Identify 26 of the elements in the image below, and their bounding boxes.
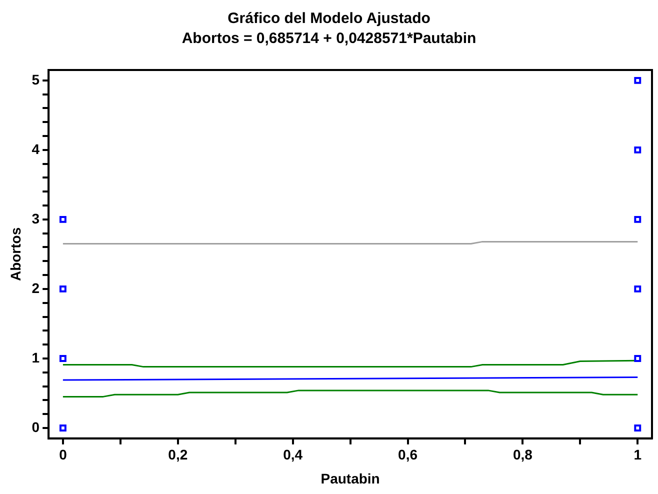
chart-title: Gráfico del Modelo Ajustado — [228, 10, 430, 28]
y-tick-label: 3 — [32, 210, 40, 226]
point — [634, 76, 642, 84]
y-tick-label: 1 — [32, 349, 40, 366]
x-tick-label: 0 — [59, 446, 68, 463]
x-tick-label: 0,2 — [168, 446, 188, 463]
y-tick-label: 0 — [32, 418, 40, 435]
point — [59, 216, 66, 223]
y-axis-title: Abortos — [7, 227, 24, 282]
point — [634, 424, 642, 432]
point — [634, 216, 642, 223]
point — [634, 285, 642, 292]
x-tick-label: 1 — [634, 446, 642, 463]
x-tick-label: 0,4 — [283, 446, 303, 463]
chart-subtitle: Abortos = 0,685714 + 0,0428571*Pautabin — [182, 30, 476, 48]
point — [59, 285, 66, 292]
point — [59, 354, 66, 362]
y-tick-label: 4 — [32, 140, 40, 157]
point — [634, 146, 642, 154]
y-tick-label: 2 — [32, 280, 40, 296]
x-tick-label: 0,6 — [398, 446, 418, 463]
point — [59, 424, 66, 432]
point — [634, 354, 642, 362]
x-axis-title: Pautabin — [320, 470, 380, 486]
y-tick-label: 5 — [32, 71, 40, 88]
x-tick-label: 0,8 — [512, 446, 533, 463]
